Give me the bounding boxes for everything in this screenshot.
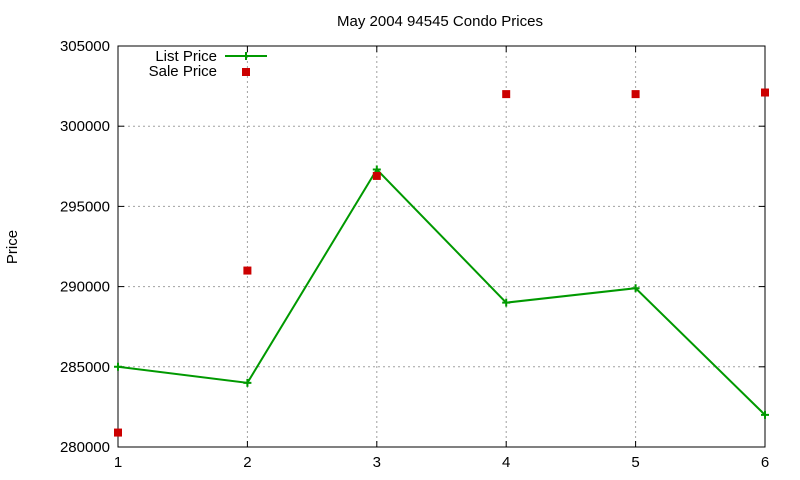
x-tick-label: 4 xyxy=(502,454,510,471)
list-price-point xyxy=(114,362,122,371)
y-tick-label: 305000 xyxy=(60,38,110,55)
sale-price-point xyxy=(243,266,252,275)
y-axis-label: Price xyxy=(4,230,21,264)
list-price-point xyxy=(243,378,252,387)
grid-layer xyxy=(118,46,765,447)
list-price-line xyxy=(117,167,766,416)
sale-price-point xyxy=(372,171,381,180)
chart-title: May 2004 94545 Condo Prices xyxy=(337,13,543,30)
legend-marker-sale-price xyxy=(242,68,250,76)
x-tick-label: 1 xyxy=(114,454,122,471)
x-tick-label: 5 xyxy=(631,454,639,471)
x-tick-label: 2 xyxy=(243,454,251,471)
ticks-layer: 1 2 3 4 5 6 280000 285000 290000 295000 300000 3050… xyxy=(60,38,769,471)
list-price-point xyxy=(761,410,769,419)
series-layer xyxy=(114,88,769,437)
sale-price-point xyxy=(631,90,640,99)
sale-price-point xyxy=(114,428,122,437)
legend-label-sale-price: Sale Price xyxy=(149,63,217,80)
y-tick-label: 285000 xyxy=(60,359,110,376)
sale-price-point xyxy=(761,88,769,97)
list-price-point xyxy=(631,284,640,293)
x-tick-label: 3 xyxy=(373,454,381,471)
legend-marker-list-price xyxy=(242,52,250,60)
legend: List Price Sale Price xyxy=(149,48,267,80)
x-tick-label: 6 xyxy=(761,454,769,471)
sale-price-point xyxy=(502,90,511,99)
y-tick-label: 300000 xyxy=(60,118,110,135)
legend-label-list-price: List Price xyxy=(155,48,217,65)
list-price-point xyxy=(502,298,511,307)
y-tick-label: 295000 xyxy=(60,198,110,215)
y-tick-label: 280000 xyxy=(60,439,110,456)
y-tick-label: 290000 xyxy=(60,279,110,296)
plot-frame xyxy=(117,45,766,448)
